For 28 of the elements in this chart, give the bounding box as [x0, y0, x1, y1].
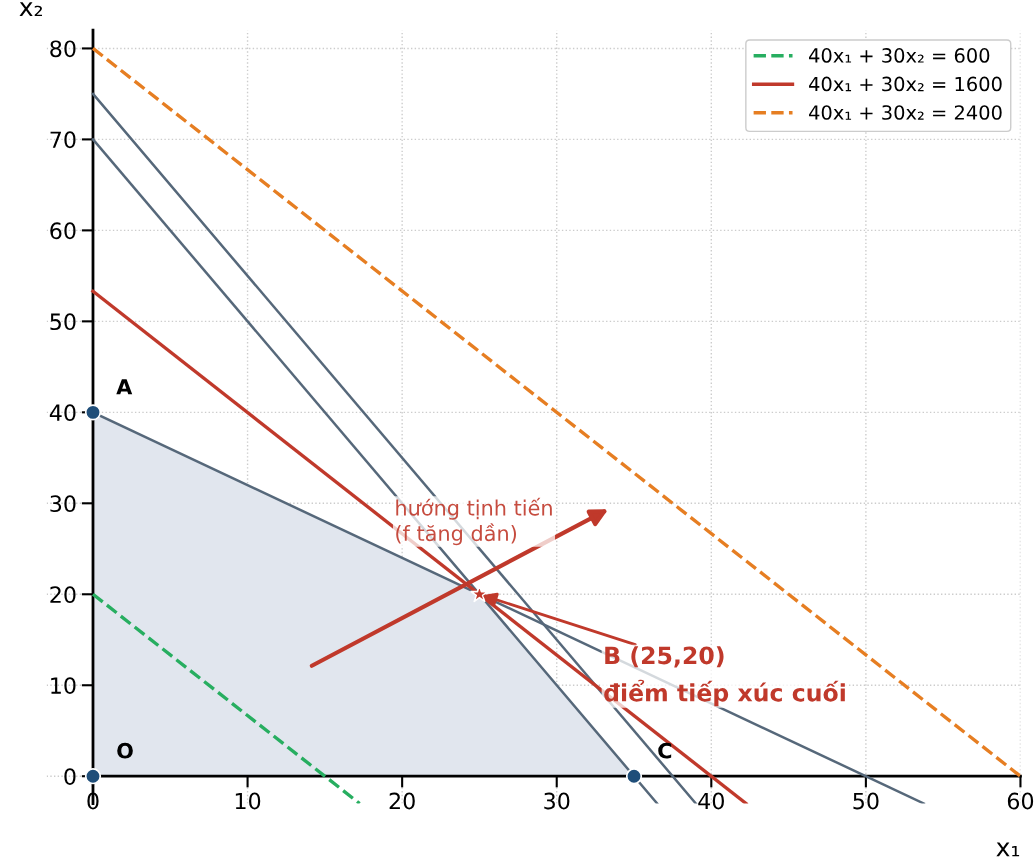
y-tick-label: 50: [50, 313, 76, 331]
y-tick-label: 20: [50, 586, 76, 604]
x-axis-title: x₁: [996, 842, 1020, 857]
point: [625, 768, 643, 785]
y-tick-label: 40: [49, 404, 76, 422]
annotation: O: [117, 742, 133, 759]
y-tick-label: 80: [50, 40, 76, 58]
x-tick-label: 50: [853, 792, 879, 810]
x-tick-label: 0: [87, 792, 99, 810]
y-tick-label: 10: [51, 677, 76, 695]
x-tick-label: 10: [235, 792, 261, 810]
x-tick-label: 20: [389, 792, 415, 810]
legend-label: 40x₁ + 30x₂ = 600: [809, 48, 990, 63]
y-axis-title: x₂: [19, 2, 42, 17]
x-tick-label: 40: [698, 792, 724, 810]
y-tick-label: 0: [64, 768, 76, 785]
x-tick-label: 60: [1007, 792, 1034, 810]
annotation: B (25,20) điểm tiếp xúc cuối: [604, 646, 845, 707]
legend-label: 40x₁ + 30x₂ = 1600: [809, 76, 1002, 92]
annotation: C: [658, 742, 672, 759]
annotation: hướng tịnh tiến (f tăng dần): [396, 497, 552, 546]
legend-label: 40x₁ + 30x₂ = 2400: [809, 105, 1002, 120]
y-tick-label: 60: [50, 222, 76, 240]
y-tick-label: 30: [50, 495, 76, 513]
annotation: A: [116, 379, 133, 395]
point: [84, 404, 102, 421]
x-tick-label: 30: [544, 792, 570, 810]
y-tick-label: 70: [50, 131, 76, 149]
